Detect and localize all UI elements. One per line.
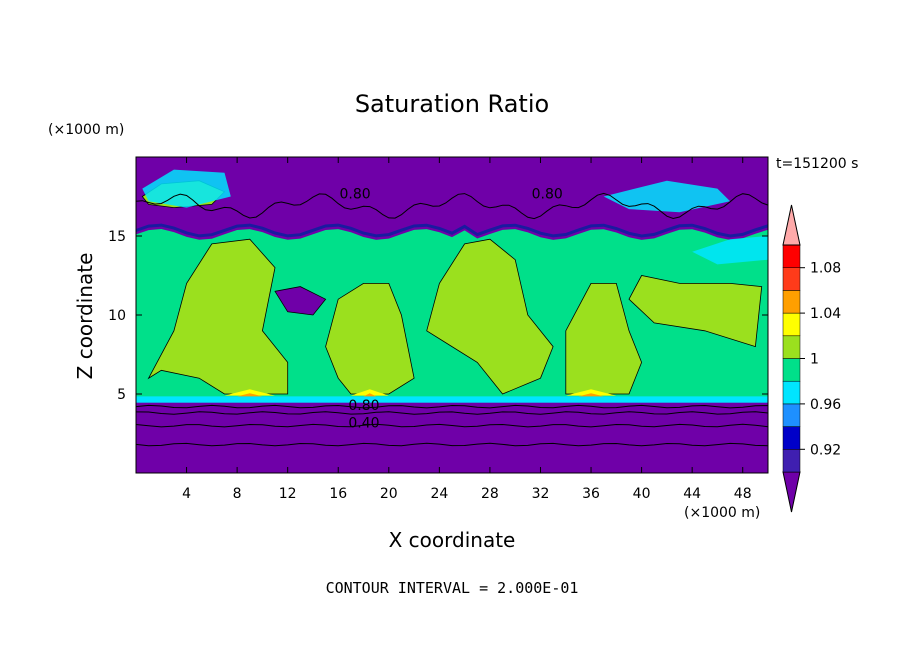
colorbar-label-0.96: 0.96 (810, 397, 841, 413)
y-tick-label-10: 10 (108, 308, 126, 324)
x-tick-label-20: 20 (380, 486, 398, 502)
y-unit-label: (×1000 m) (48, 122, 124, 138)
x-tick-label-44: 44 (683, 486, 701, 502)
x-tick-label-8: 8 (233, 486, 242, 502)
colorbar-segment-9 (782, 267, 801, 291)
supersaturation-max-3 (565, 389, 617, 396)
supersaturation-max-2 (350, 389, 389, 396)
supersaturated-patch-3 (426, 238, 554, 395)
upper-moist-patch-2 (603, 180, 731, 213)
supersaturated-patch-4 (565, 282, 643, 395)
x-axis-ticks: 4 8 12 16 20 24 28 32 36 40 44 48 (182, 157, 752, 502)
saturation-field (135, 157, 769, 473)
colorbar-under-triangle (782, 471, 801, 513)
x-tick-label-24: 24 (430, 486, 448, 502)
colorbar-label-0.92: 0.92 (810, 442, 841, 458)
upper-contour (135, 192, 769, 220)
colorbar-segment-3 (782, 403, 801, 427)
colorbar-segment-8 (782, 290, 801, 314)
colorbar-label-1.04: 1.04 (810, 306, 841, 322)
x-unit-label: (×1000 m) (684, 505, 760, 521)
colorbar: 0.92 0.96 1 1.04 1.08 (782, 204, 841, 513)
x-tick-label-28: 28 (481, 486, 499, 502)
supersaturated-patch-2 (325, 282, 415, 395)
colorbar-segment-7 (782, 312, 801, 337)
upper-moist-patch-1 (142, 169, 231, 208)
lower-fringe (136, 396, 768, 403)
colorbar-segment-1 (782, 449, 801, 473)
colorbar-segment-6 (782, 335, 801, 359)
contour-labels: 0.80 0.800.800.40 (340, 186, 563, 431)
contour-lines (135, 192, 769, 447)
x-axis-label: X coordinate (389, 528, 516, 552)
colorbar-segment-4 (782, 380, 801, 405)
contour-label-2: 0.80 (532, 186, 563, 202)
lower-contour-1 (135, 404, 769, 409)
contour-label-1: 0.80 (340, 186, 371, 202)
contour-label-3: 0.80 (348, 398, 379, 414)
footer-contour-interval: CONTOUR INTERVAL = 2.000E-01 (326, 579, 579, 597)
x-tick-label-48: 48 (734, 486, 752, 502)
supersaturation-max-1 (224, 389, 275, 396)
y-axis-label: Z coordinate (73, 253, 97, 380)
x-tick-label-40: 40 (633, 486, 651, 502)
x-tick-label-12: 12 (279, 486, 297, 502)
colorbar-segment-10 (782, 244, 801, 268)
lower-contour-2 (135, 411, 769, 415)
supersaturated-patch-1 (147, 238, 289, 395)
chart-title: Saturation Ratio (355, 90, 549, 118)
y-tick-label-15: 15 (108, 229, 126, 245)
colorbar-segment-5 (782, 358, 801, 382)
plot-area: 0.80 0.800.800.40 (135, 156, 769, 474)
upper-moist-patch-3 (692, 236, 768, 265)
time-label: t=151200 s (776, 156, 858, 172)
x-tick-label-36: 36 (582, 486, 600, 502)
colorbar-segment-2 (782, 426, 801, 450)
lower-contour-4 (135, 442, 769, 447)
x-tick-label-32: 32 (532, 486, 550, 502)
contour-label-4: 0.40 (348, 415, 379, 431)
x-tick-label-4: 4 (182, 486, 191, 502)
colorbar-label-1.08: 1.08 (810, 261, 841, 277)
colorbar-label-1: 1 (810, 352, 819, 368)
y-axis-ticks: 5 10 15 (108, 229, 768, 403)
dry-intrusion (274, 286, 327, 316)
x-tick-label-16: 16 (329, 486, 347, 502)
supersaturation-peak-1 (237, 393, 263, 397)
colorbar-over-triangle (782, 204, 801, 246)
y-tick-label-5: 5 (117, 387, 126, 403)
supersaturation-peak-3 (578, 393, 604, 397)
supersaturated-patch-5 (628, 275, 763, 348)
lower-contour-3 (135, 423, 769, 428)
supersaturation-peak-2 (363, 393, 377, 397)
upper-fringe (135, 223, 769, 238)
